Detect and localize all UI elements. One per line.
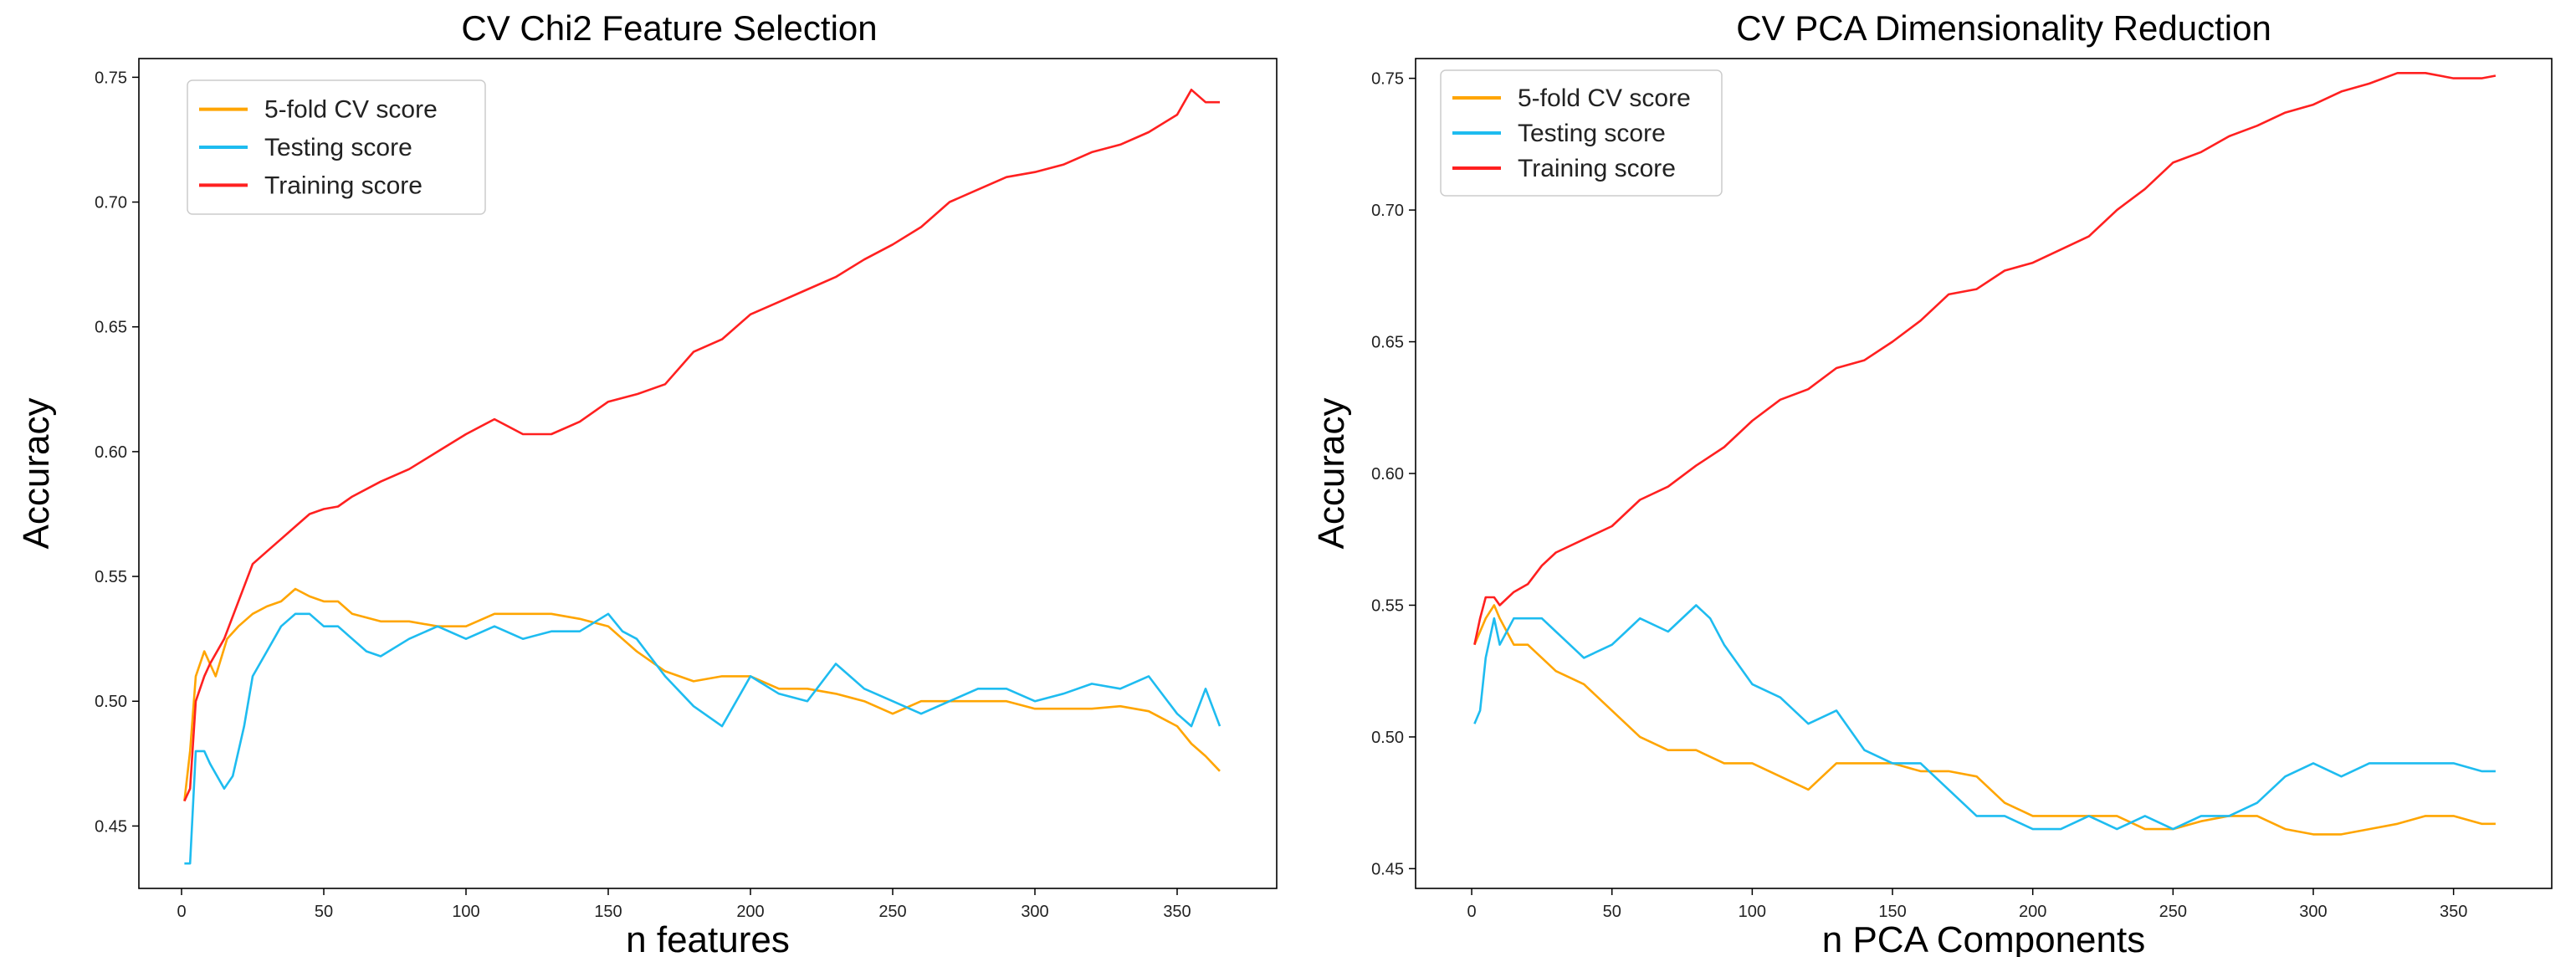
x-tick-label: 350 — [2440, 903, 2467, 921]
x-tick-label: 250 — [2159, 903, 2187, 921]
series-line-0 — [1473, 604, 2496, 836]
y-tick-label: 0.45 — [1371, 860, 1404, 878]
x-tick-label: 50 — [1603, 903, 1621, 921]
x-tick-label: 200 — [2019, 903, 2046, 921]
legend-label: Testing score — [1518, 120, 1666, 147]
x-tick-label: 0 — [1467, 903, 1476, 921]
series-line-1 — [184, 612, 1221, 865]
chart-title: CV Chi2 Feature Selection — [461, 8, 877, 48]
x-tick-label: 300 — [2299, 903, 2327, 921]
x-tick-label: 100 — [1739, 903, 1766, 921]
x-tick-label: 100 — [452, 903, 479, 921]
legend-label: Training score — [264, 171, 423, 199]
y-axis-label: Accuracy — [16, 398, 57, 550]
y-tick-label: 0.70 — [95, 194, 127, 212]
legend-label: Testing score — [264, 134, 412, 161]
y-axis-label: Accuracy — [1311, 398, 1352, 550]
y-tick-label: 0.55 — [1371, 596, 1404, 615]
y-tick-label: 0.60 — [1371, 465, 1404, 484]
x-axis-label: n features — [626, 919, 790, 957]
legend: 5-fold CV score Testing score Training sco… — [1440, 69, 1723, 197]
series-line-2 — [183, 89, 1220, 802]
chart-panel-1: CV PCA Dimensionality Reduction n PCA Com… — [1311, 8, 2553, 957]
chart-panel-0: CV Chi2 Feature Selection n features Accur… — [16, 8, 1278, 957]
x-tick-label: 250 — [878, 903, 906, 921]
y-tick-label: 0.45 — [95, 817, 127, 836]
legend-box — [187, 79, 486, 215]
y-tick-label: 0.50 — [1371, 729, 1404, 747]
plot-frame — [1415, 58, 2553, 889]
legend-label: Training score — [1518, 155, 1676, 182]
y-tick-label: 0.75 — [95, 69, 127, 87]
plot-frame — [138, 58, 1278, 889]
legend-label: 5-fold CV score — [264, 96, 438, 124]
y-tick-label: 0.60 — [95, 443, 127, 462]
x-tick-label: 150 — [1878, 903, 1906, 921]
x-tick-label: 300 — [1021, 903, 1048, 921]
series-line-1 — [1473, 604, 2496, 831]
y-tick-label: 0.65 — [1371, 334, 1404, 352]
x-tick-label: 0 — [177, 903, 186, 921]
y-tick-label: 0.55 — [95, 568, 127, 586]
y-tick-label: 0.65 — [95, 319, 127, 337]
x-tick-label: 50 — [315, 903, 333, 921]
x-tick-label: 350 — [1163, 903, 1191, 921]
legend: 5-fold CV score Testing score Training sco… — [187, 79, 486, 215]
chart-title: CV PCA Dimensionality Reduction — [1736, 8, 2271, 48]
series-line-0 — [183, 587, 1221, 801]
legend-box — [1440, 69, 1723, 197]
x-axis-label: n PCA Components — [1822, 919, 2145, 957]
y-tick-label: 0.70 — [1371, 202, 1404, 220]
series-line-2 — [1473, 72, 2497, 645]
x-tick-label: 200 — [736, 903, 764, 921]
y-tick-label: 0.75 — [1371, 70, 1404, 89]
y-tick-label: 0.50 — [95, 693, 127, 711]
legend-label: 5-fold CV score — [1518, 84, 1691, 112]
x-tick-label: 150 — [594, 903, 622, 921]
